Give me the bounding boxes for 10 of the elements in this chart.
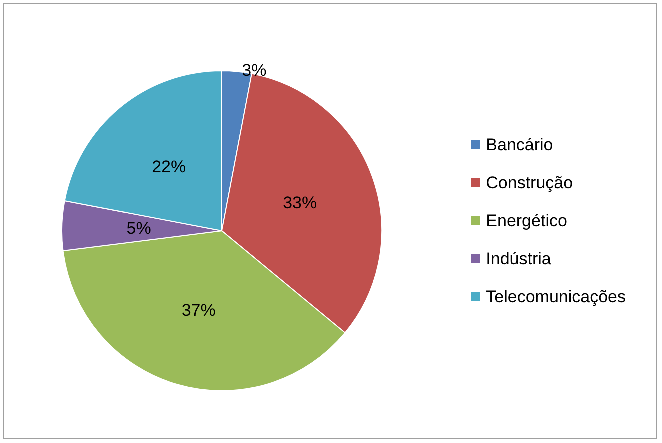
legend-label: Indústria xyxy=(486,250,552,268)
data-label: 37% xyxy=(182,301,216,320)
data-label: 5% xyxy=(126,218,152,238)
legend-label: Construção xyxy=(486,174,574,192)
data-label: 22% xyxy=(152,158,186,177)
legend-label: Energético xyxy=(486,212,568,230)
legend-label: Telecomunicações xyxy=(486,288,626,306)
data-label: 33% xyxy=(283,193,318,212)
legend-label: Bancário xyxy=(486,136,554,154)
data-label: 3% xyxy=(242,61,267,80)
